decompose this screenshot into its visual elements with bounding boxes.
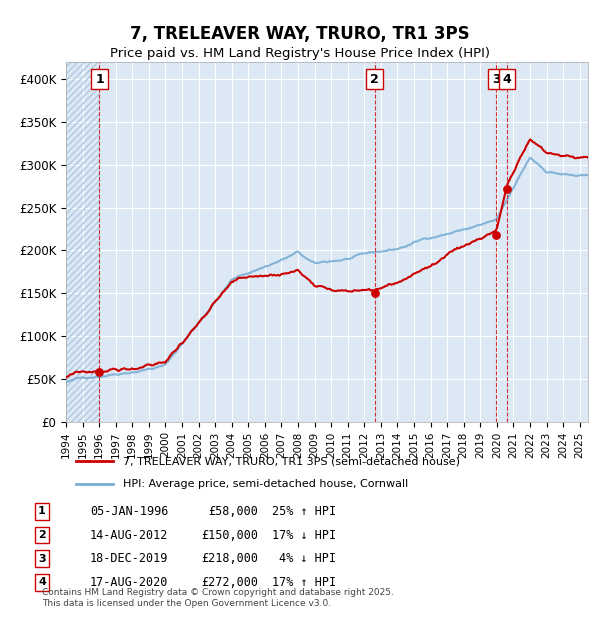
Point bbox=[502, 184, 512, 193]
Text: 3: 3 bbox=[492, 73, 500, 86]
Point bbox=[95, 367, 104, 377]
Text: 1: 1 bbox=[38, 507, 46, 516]
Text: 4: 4 bbox=[38, 577, 46, 587]
Text: £150,000: £150,000 bbox=[201, 529, 258, 541]
Text: HPI: Average price, semi-detached house, Cornwall: HPI: Average price, semi-detached house,… bbox=[124, 479, 409, 489]
Text: 7, TRELEAVER WAY, TRURO, TR1 3PS (semi-detached house): 7, TRELEAVER WAY, TRURO, TR1 3PS (semi-d… bbox=[124, 456, 460, 466]
Text: £218,000: £218,000 bbox=[201, 552, 258, 565]
Bar bbox=[66, 62, 100, 422]
Text: 17-AUG-2020: 17-AUG-2020 bbox=[90, 576, 169, 588]
Text: 3: 3 bbox=[38, 554, 46, 564]
Text: £58,000: £58,000 bbox=[208, 505, 258, 518]
Point bbox=[491, 230, 501, 240]
Text: 2: 2 bbox=[370, 73, 379, 86]
Text: 05-JAN-1996: 05-JAN-1996 bbox=[90, 505, 169, 518]
Text: 17% ↓ HPI: 17% ↓ HPI bbox=[272, 529, 336, 541]
Text: 7, TRELEAVER WAY, TRURO, TR1 3PS: 7, TRELEAVER WAY, TRURO, TR1 3PS bbox=[130, 25, 470, 43]
Text: Price paid vs. HM Land Registry's House Price Index (HPI): Price paid vs. HM Land Registry's House … bbox=[110, 46, 490, 60]
Text: 4: 4 bbox=[503, 73, 512, 86]
Text: 17% ↑ HPI: 17% ↑ HPI bbox=[272, 576, 336, 588]
Text: 14-AUG-2012: 14-AUG-2012 bbox=[90, 529, 169, 541]
Text: £272,000: £272,000 bbox=[201, 576, 258, 588]
Text: 25% ↑ HPI: 25% ↑ HPI bbox=[272, 505, 336, 518]
Text: 18-DEC-2019: 18-DEC-2019 bbox=[90, 552, 169, 565]
Text: Contains HM Land Registry data © Crown copyright and database right 2025.
This d: Contains HM Land Registry data © Crown c… bbox=[42, 588, 394, 608]
Text: 2: 2 bbox=[38, 530, 46, 540]
Text: 1: 1 bbox=[95, 73, 104, 86]
Point bbox=[370, 288, 379, 298]
Text: 4% ↓ HPI: 4% ↓ HPI bbox=[279, 552, 336, 565]
